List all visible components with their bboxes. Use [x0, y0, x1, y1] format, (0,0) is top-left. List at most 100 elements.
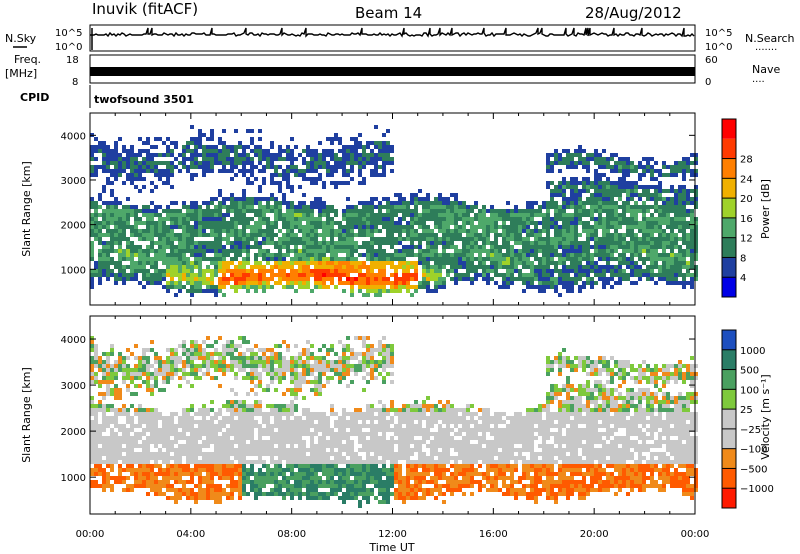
data-cell	[90, 444, 94, 448]
data-cell	[170, 484, 174, 488]
data-cell	[438, 193, 442, 197]
data-cell	[270, 145, 274, 149]
data-cell	[690, 153, 694, 157]
data-cell	[134, 269, 138, 273]
data-cell	[630, 225, 634, 229]
data-cell	[250, 416, 254, 420]
data-cell	[146, 436, 150, 440]
data-cell	[238, 492, 242, 496]
data-cell	[118, 217, 122, 221]
data-cell	[646, 257, 650, 261]
data-cell	[346, 153, 350, 157]
data-cell	[426, 281, 430, 285]
data-cell	[90, 201, 94, 205]
data-cell	[210, 484, 214, 488]
data-cell	[382, 273, 386, 277]
data-cell	[190, 480, 194, 484]
data-cell	[530, 261, 534, 265]
data-cell	[310, 213, 314, 217]
data-cell	[146, 249, 150, 253]
data-cell	[682, 209, 686, 213]
data-cell	[654, 189, 658, 193]
data-cell	[554, 269, 558, 273]
data-cell	[238, 153, 242, 157]
data-cell	[390, 229, 394, 233]
data-cell	[114, 384, 118, 388]
data-cell	[198, 496, 202, 500]
data-cell	[370, 233, 374, 237]
data-cell	[626, 217, 630, 221]
data-cell	[94, 356, 98, 360]
data-cell	[206, 269, 210, 273]
data-cell	[146, 408, 150, 412]
data-cell	[386, 141, 390, 145]
data-cell	[586, 177, 590, 181]
data-cell	[218, 360, 222, 364]
data-cell	[562, 285, 566, 289]
data-cell	[634, 253, 638, 257]
data-cell	[238, 468, 242, 472]
data-cell	[474, 245, 478, 249]
data-cell	[670, 261, 674, 265]
data-cell	[190, 217, 194, 221]
data-cell	[682, 185, 686, 189]
data-cell	[598, 193, 602, 197]
data-cell	[394, 281, 398, 285]
data-cell	[486, 209, 490, 213]
data-cell	[110, 173, 114, 177]
data-cell	[618, 185, 622, 189]
data-cell	[662, 229, 666, 233]
data-cell	[182, 360, 186, 364]
data-cell	[310, 165, 314, 169]
data-cell	[266, 253, 270, 257]
data-cell	[246, 257, 250, 261]
data-cell	[658, 277, 662, 281]
data-cell	[318, 277, 322, 281]
data-cell	[170, 185, 174, 189]
data-cell	[246, 376, 250, 380]
data-cell	[406, 281, 410, 285]
data-cell	[98, 233, 102, 237]
data-cell	[542, 285, 546, 289]
data-cell	[578, 253, 582, 257]
data-cell	[90, 364, 94, 368]
data-cell	[118, 161, 122, 165]
data-cell	[522, 237, 526, 241]
data-cell	[206, 488, 210, 492]
data-cell	[330, 237, 334, 241]
data-cell	[306, 257, 310, 261]
data-cell	[110, 241, 114, 245]
data-cell	[214, 237, 218, 241]
data-cell	[302, 237, 306, 241]
data-cell	[386, 257, 390, 261]
data-cell	[346, 257, 350, 261]
data-cell	[214, 205, 218, 209]
data-cell	[210, 496, 214, 500]
data-cell	[230, 241, 234, 245]
data-cell	[170, 245, 174, 249]
data-cell	[330, 253, 334, 257]
data-cell	[578, 193, 582, 197]
data-cell	[230, 149, 234, 153]
data-cell	[102, 392, 106, 396]
data-cell	[130, 209, 134, 213]
data-cell	[190, 408, 194, 412]
data-cell	[618, 169, 622, 173]
data-cell	[134, 229, 138, 233]
data-cell	[354, 209, 358, 213]
data-cell	[162, 257, 166, 261]
data-cell	[138, 356, 142, 360]
data-cell	[118, 452, 122, 456]
data-cell	[250, 472, 254, 476]
data-cell	[194, 368, 198, 372]
data-cell	[214, 448, 218, 452]
data-cell	[230, 161, 234, 165]
data-cell	[162, 360, 166, 364]
data-cell	[594, 269, 598, 273]
data-cell	[118, 352, 122, 356]
data-cell	[346, 149, 350, 153]
data-cell	[378, 289, 382, 293]
data-cell	[658, 209, 662, 213]
data-cell	[418, 189, 422, 193]
data-cell	[162, 492, 166, 496]
